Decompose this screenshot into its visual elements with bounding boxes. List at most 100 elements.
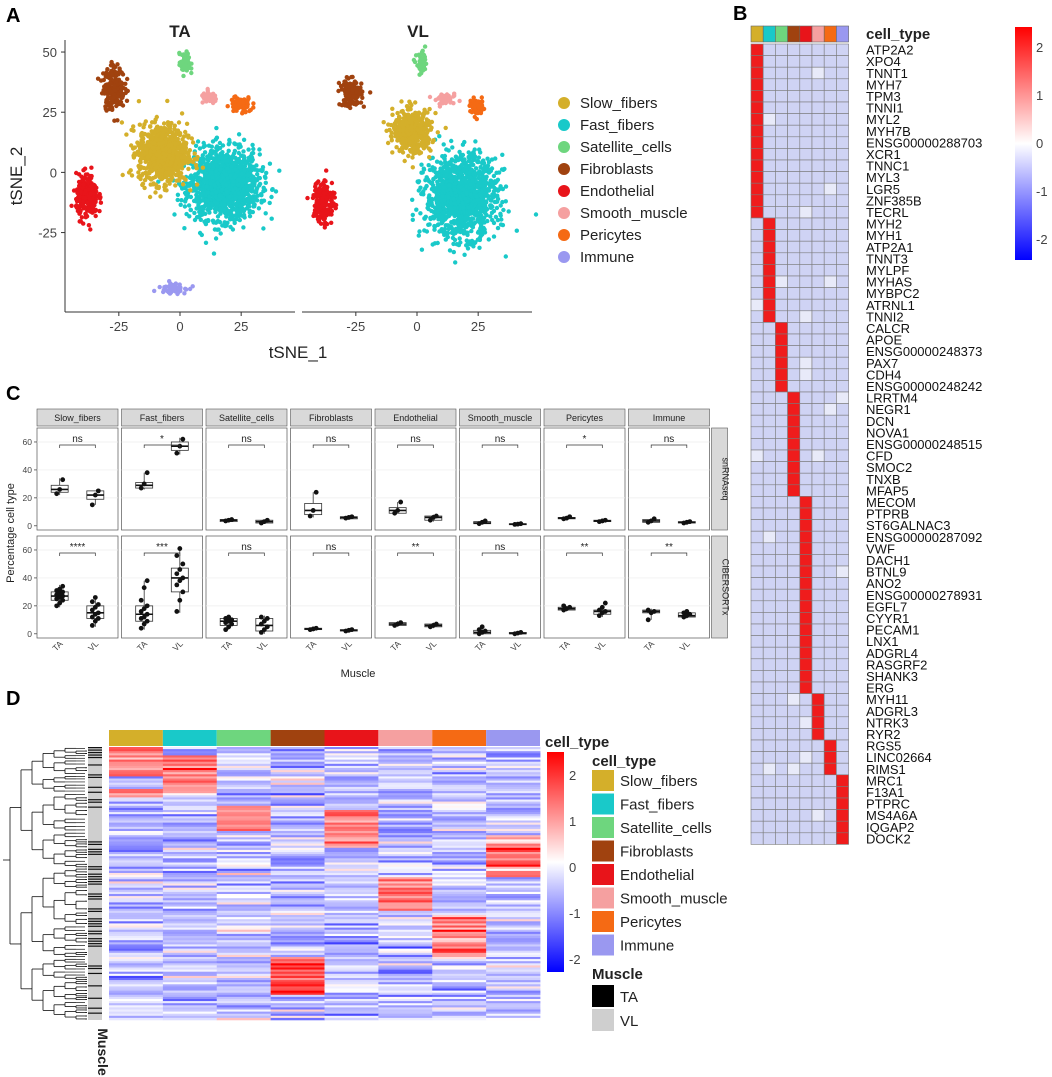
- tsne-point-fast_fibers: [207, 210, 212, 215]
- tsne-point-immune: [162, 285, 167, 290]
- tsne-point-fast_fibers: [229, 208, 234, 213]
- tsne-point-fast_fibers: [200, 153, 205, 158]
- tsne-point-slow_fibers: [392, 121, 397, 126]
- tsne-point-fast_fibers: [506, 209, 511, 214]
- tsne-point-slow_fibers: [402, 158, 407, 164]
- tsne-point-fast_fibers: [473, 139, 478, 144]
- tsne-point-fast_fibers: [249, 189, 254, 194]
- tsne-point-fast_fibers: [218, 231, 223, 236]
- tsne-point-fast_fibers: [468, 192, 473, 197]
- tsne-plot-ta: [69, 49, 282, 297]
- tsne-point-fast_fibers: [209, 191, 215, 196]
- tsne-point-fast_fibers: [472, 188, 477, 194]
- tsne-point-fibroblasts: [115, 118, 120, 123]
- tsne-point-fast_fibers: [236, 156, 241, 162]
- tsne-point-fast_fibers: [446, 226, 451, 232]
- tsne-point-slow_fibers: [129, 173, 135, 178]
- tsne-point-fast_fibers: [228, 224, 233, 230]
- tsne-point-slow_fibers: [389, 138, 394, 143]
- tsne-point-fast_fibers: [414, 207, 419, 212]
- tsne-point-fast_fibers: [485, 218, 490, 224]
- tsne-point-slow_fibers: [140, 181, 146, 186]
- tsne-point-fast_fibers: [416, 179, 422, 184]
- tsne-point-slow_fibers: [168, 143, 174, 148]
- tsne-point-fast_fibers: [207, 194, 212, 199]
- tsne-point-fast_fibers: [230, 155, 235, 160]
- tsne-point-fast_fibers: [198, 187, 203, 192]
- tsne-point-fast_fibers: [451, 231, 456, 236]
- tsne-point-fast_fibers: [431, 176, 436, 182]
- panel-label-b: B: [733, 3, 747, 25]
- tsne-point-fast_fibers: [432, 166, 437, 171]
- tsne-point-fibroblasts: [102, 91, 107, 96]
- tsne-point-fibroblasts: [342, 79, 347, 84]
- tsne-point-immune: [157, 284, 162, 290]
- tsne-point-endothelial: [90, 207, 96, 212]
- tsne-point-endothelial: [82, 176, 87, 181]
- tsne-point-fast_fibers: [188, 173, 194, 178]
- tsne-point-endothelial: [94, 185, 99, 190]
- tsne-point-fast_fibers: [182, 204, 188, 209]
- tsne-point-fibroblasts: [115, 94, 121, 99]
- tsne-point-fast_fibers: [436, 201, 441, 206]
- tsne-point-slow_fibers: [143, 171, 149, 176]
- tsne-point-fast_fibers: [495, 217, 501, 223]
- tsne-point-fast_fibers: [463, 178, 468, 184]
- tsne-point-slow_fibers: [131, 128, 136, 133]
- tsne-point-fast_fibers: [201, 158, 206, 163]
- tsne-point-slow_fibers: [136, 163, 141, 169]
- tsne-point-slow_fibers: [144, 175, 150, 180]
- tsne-point-fibroblasts: [109, 68, 114, 74]
- tsne-point-slow_fibers: [399, 99, 404, 104]
- tsne-point-fibroblasts: [110, 100, 115, 105]
- tsne-point-slow_fibers: [145, 154, 150, 160]
- tsne-point-endothelial: [83, 188, 89, 193]
- tsne-point-fast_fibers: [464, 190, 469, 195]
- tsne-point-fast_fibers: [431, 216, 436, 221]
- tsne-point-fast_fibers: [421, 166, 426, 171]
- tsne-point-slow_fibers: [120, 172, 125, 178]
- tsne-point-pericytes: [234, 98, 239, 103]
- tsne-point-pericytes: [225, 104, 230, 109]
- tsne-point-fast_fibers: [453, 159, 458, 164]
- tsne-point-slow_fibers: [406, 153, 411, 159]
- tsne-point-fast_fibers: [242, 167, 247, 173]
- tsne-point-fast_fibers: [251, 146, 256, 152]
- tsne-point-fast_fibers: [176, 181, 182, 186]
- tsne-point-slow_fibers: [192, 151, 197, 156]
- tsne-point-fast_fibers: [465, 240, 471, 246]
- tsne-point-slow_fibers: [167, 153, 172, 158]
- tsne-point-fibroblasts: [114, 73, 119, 78]
- tsne-point-fast_fibers: [448, 159, 453, 165]
- tsne-point-fibroblasts: [109, 59, 114, 65]
- tsne-point-fibroblasts: [344, 90, 349, 95]
- tsne-point-slow_fibers: [156, 159, 161, 164]
- tsne-point-endothelial: [87, 176, 93, 181]
- tsne-point-slow_fibers: [394, 145, 399, 150]
- tsne-point-slow_fibers: [176, 145, 181, 150]
- tsne-point-slow_fibers: [424, 141, 429, 147]
- tsne-point-slow_fibers: [150, 145, 156, 150]
- tsne-point-fast_fibers: [444, 214, 450, 219]
- tsne-point-fast_fibers: [196, 170, 201, 176]
- tsne-point-fast_fibers: [277, 168, 282, 173]
- tsne-point-fast_fibers: [445, 234, 450, 240]
- tsne-point-fast_fibers: [210, 203, 215, 208]
- tsne-point-fast_fibers: [466, 155, 471, 160]
- tsne-point-slow_fibers: [399, 148, 404, 153]
- tsne-point-fast_fibers: [462, 157, 467, 162]
- tsne-point-fast_fibers: [447, 248, 453, 253]
- tsne-point-fast_fibers: [257, 147, 262, 152]
- tsne-point-fast_fibers: [441, 165, 446, 170]
- tsne-point-fast_fibers: [235, 177, 241, 182]
- tsne-point-endothelial: [78, 189, 83, 194]
- tsne-point-slow_fibers: [431, 138, 436, 143]
- tsne-point-fast_fibers: [217, 140, 223, 146]
- tsne-point-slow_fibers: [184, 121, 190, 127]
- tsne-point-fast_fibers: [208, 181, 213, 186]
- tsne-point-smooth_muscle: [205, 88, 210, 94]
- tsne-point-fast_fibers: [441, 203, 446, 208]
- tsne-point-fast_fibers: [435, 182, 441, 187]
- tsne-point-fast_fibers: [426, 163, 431, 168]
- tsne-point-fast_fibers: [488, 214, 493, 219]
